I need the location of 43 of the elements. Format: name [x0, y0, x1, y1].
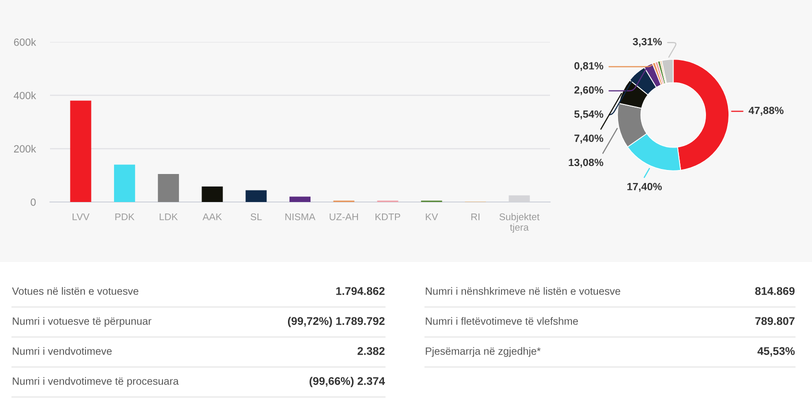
- data-label: 2,60%: [574, 86, 604, 96]
- x-tick-label: NISMA: [285, 213, 316, 220]
- data-label: 0,81%: [574, 62, 604, 71]
- x-tick-label: LDK: [160, 213, 178, 220]
- category-label: Votues në listën e votuesve: [12, 287, 138, 295]
- data-label: 5,54%: [574, 110, 604, 120]
- text: (99,72%) 1.789.792: [288, 316, 385, 328]
- text: (99,66%) 2.374: [310, 376, 385, 388]
- y-tick-label: 400k: [14, 92, 36, 100]
- y-tick-label: 600k: [14, 38, 36, 46]
- x-tick-label: Subjektet tjera: [499, 213, 540, 233]
- category-label: Numri i votuesve të përpunuar: [12, 317, 152, 327]
- data-label: 13,08%: [568, 158, 604, 168]
- x-tick-label: RI: [471, 213, 480, 220]
- bar: [70, 100, 92, 202]
- text: 789.807: [755, 317, 795, 325]
- category-label: Numri i vendvotimeve të procesuara: [12, 377, 179, 387]
- data-label: 3,31%: [632, 38, 662, 47]
- bar: [289, 196, 311, 202]
- x-tick-label: PDK: [115, 213, 134, 220]
- text: 1.794.862: [336, 287, 385, 295]
- data-label: 17,40%: [627, 182, 662, 192]
- data-label: 7,40%: [574, 134, 604, 144]
- bar: [158, 174, 179, 202]
- x-tick-label: SL: [250, 213, 262, 220]
- category-label: Numri i fletëvotimeve të vlefshme: [426, 317, 578, 325]
- x-tick-label: AAK: [202, 213, 222, 220]
- text: 814.869: [755, 287, 795, 295]
- data-label: 47,88%: [748, 106, 784, 116]
- category-label: Pjesëmarrja në zgjedhje*: [426, 347, 541, 357]
- category-label: Numri i vendvotimeve: [12, 347, 112, 355]
- y-tick-label: 200k: [14, 144, 36, 153]
- bar: [246, 190, 267, 202]
- text: 2.382: [358, 347, 385, 355]
- bar: [114, 164, 136, 202]
- x-tick-label: KV: [426, 213, 438, 220]
- bar: [202, 186, 223, 202]
- x-tick-label: KDTP: [376, 213, 400, 220]
- y-tick-label: 0: [30, 198, 36, 206]
- x-tick-label: LVV: [72, 213, 90, 220]
- text: 45,53%: [757, 347, 795, 357]
- x-tick-label: UZ-AH: [330, 213, 358, 220]
- category-label: Numri i nënshkrimeve në listën e votuesve: [426, 287, 620, 295]
